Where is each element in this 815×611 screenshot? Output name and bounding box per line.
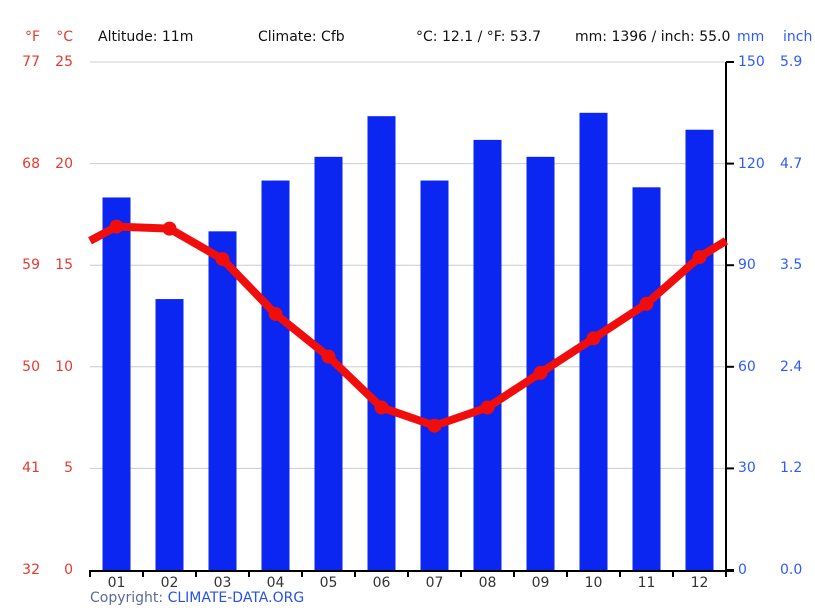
temp-point bbox=[374, 400, 389, 415]
month-label: 06 bbox=[372, 575, 391, 591]
fahrenheit-tick-label: 32 bbox=[22, 562, 40, 578]
inch-tick-label: 1.2 bbox=[780, 460, 803, 477]
altitude-label: Altitude: 11m bbox=[98, 29, 194, 45]
month-label: 08 bbox=[478, 575, 497, 591]
month-label: 03 bbox=[213, 575, 232, 591]
precip-bar bbox=[632, 187, 661, 570]
month-label: 01 bbox=[107, 575, 126, 591]
mm-tick-label: 60 bbox=[738, 358, 756, 375]
temp-point bbox=[268, 306, 283, 321]
annual-precipitation-summary: mm: 1396 / inch: 55.0 bbox=[575, 29, 731, 45]
precip-bar bbox=[473, 139, 502, 571]
mm-tick-label: 150 bbox=[738, 54, 765, 70]
celsius-tick-label: 15 bbox=[55, 257, 73, 274]
precip-bar bbox=[261, 180, 290, 571]
annual-temperature-summary: °C: 12.1 / °F: 53.7 bbox=[416, 29, 542, 45]
inch-axis-title: inch bbox=[783, 29, 813, 45]
copyright-line: Copyright: CLIMATE-DATA.ORG bbox=[90, 590, 304, 606]
precip-bar bbox=[367, 116, 396, 570]
climate-classification-label: Climate: Cfb bbox=[258, 29, 345, 45]
month-label: 12 bbox=[690, 575, 709, 591]
temp-point bbox=[215, 252, 230, 267]
celsius-tick-label: 0 bbox=[64, 562, 73, 578]
precip-bar bbox=[155, 299, 184, 570]
month-label: 11 bbox=[637, 575, 656, 591]
precip-bar bbox=[208, 231, 237, 571]
celsius-tick-label: 5 bbox=[64, 460, 73, 477]
copyright-label: Copyright: bbox=[90, 590, 164, 606]
climate-data-org-link[interactable]: CLIMATE-DATA.ORG bbox=[167, 590, 305, 606]
precip-bar bbox=[685, 129, 714, 570]
temp-point bbox=[480, 400, 495, 415]
celsius-tick-label: 20 bbox=[55, 155, 73, 172]
celsius-axis-title: °C bbox=[56, 29, 73, 45]
temp-point bbox=[427, 418, 442, 433]
temp-point bbox=[533, 365, 548, 380]
temp-point bbox=[321, 349, 336, 364]
month-label: 10 bbox=[584, 575, 603, 591]
precip-bar bbox=[420, 180, 449, 571]
fahrenheit-tick-label: 59 bbox=[22, 257, 40, 274]
mm-tick-label: 0 bbox=[738, 562, 747, 578]
temp-point bbox=[109, 219, 124, 234]
mm-tick-label: 90 bbox=[738, 257, 756, 274]
celsius-tick-label: 25 bbox=[55, 54, 73, 70]
temp-point bbox=[586, 331, 601, 346]
month-label: 05 bbox=[319, 575, 338, 591]
inch-tick-label: 5.9 bbox=[780, 54, 803, 70]
inch-tick-label: 3.5 bbox=[780, 257, 803, 274]
precip-bar bbox=[102, 197, 131, 570]
mm-tick-label: 30 bbox=[738, 460, 756, 477]
inch-tick-label: 2.4 bbox=[780, 358, 803, 375]
temperature-line bbox=[88, 222, 729, 430]
mm-axis-title: mm bbox=[737, 29, 765, 45]
mm-tick-label: 120 bbox=[738, 155, 765, 172]
inch-tick-label: 0.0 bbox=[780, 562, 803, 578]
fahrenheit-tick-label: 77 bbox=[22, 54, 40, 70]
temp-point bbox=[162, 221, 177, 236]
fahrenheit-tick-label: 68 bbox=[22, 155, 40, 172]
month-label: 02 bbox=[160, 575, 179, 591]
fahrenheit-tick-label: 50 bbox=[22, 358, 40, 375]
temp-point bbox=[639, 296, 654, 311]
fahrenheit-tick-label: 41 bbox=[22, 460, 40, 477]
temp-point bbox=[692, 250, 707, 265]
inch-tick-label: 4.7 bbox=[780, 155, 803, 172]
month-label: 04 bbox=[266, 575, 285, 591]
month-label: 09 bbox=[531, 575, 550, 591]
fahrenheit-axis-title: °F bbox=[24, 29, 40, 45]
celsius-tick-label: 10 bbox=[55, 358, 73, 375]
month-label: 07 bbox=[425, 575, 444, 591]
